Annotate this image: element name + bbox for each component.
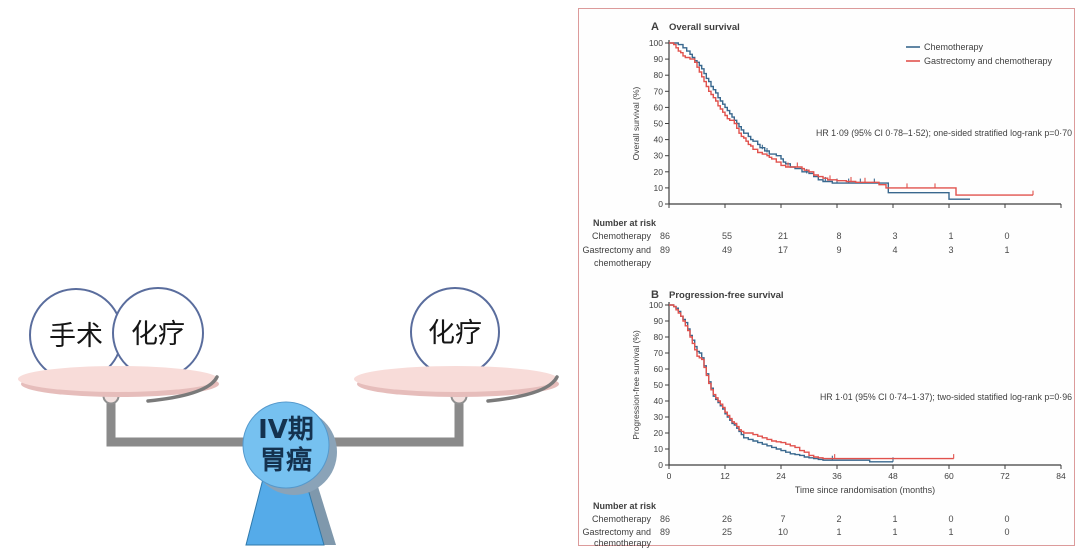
- y-tick-label: 40: [654, 396, 664, 406]
- legend-label: Gastrectomy and chemotherapy: [924, 56, 1053, 66]
- y-tick-label: 0: [658, 199, 663, 209]
- risk-value: 1: [836, 527, 841, 537]
- hr-annotation: HR 1·01 (95% CI 0·74–1·37); two-sided st…: [820, 392, 1072, 402]
- x-tick-label: 72: [1000, 471, 1010, 481]
- risk-value: 2: [836, 514, 841, 524]
- risk-value: 1: [948, 527, 953, 537]
- risk-row-label: Gastrectomy and: [582, 527, 651, 537]
- balance-illustration: 手术 化疗 化疗 IV期 胃癌: [18, 287, 559, 546]
- panel-title: Progression-free survival: [669, 290, 784, 301]
- y-tick-label: 80: [654, 332, 664, 342]
- y-tick-label: 60: [654, 364, 664, 374]
- y-axis-title: Progression-free survival (%): [631, 330, 641, 440]
- risk-row-label: Chemotherapy: [592, 514, 652, 524]
- y-tick-label: 90: [654, 54, 664, 64]
- y-tick-label: 30: [654, 151, 664, 161]
- x-tick-label: 24: [776, 471, 786, 481]
- x-axis-title: Time since randomisation (months): [795, 485, 935, 495]
- x-tick-label: 60: [944, 471, 954, 481]
- risk-value: 0: [948, 514, 953, 524]
- km-curve: [669, 42, 970, 200]
- risk-value: 10: [778, 527, 788, 537]
- risk-value: 89: [660, 245, 670, 255]
- y-tick-label: 50: [654, 380, 664, 390]
- chemo-left-label: 化疗: [131, 319, 185, 350]
- risk-value: 0: [1004, 514, 1009, 524]
- y-tick-label: 30: [654, 412, 664, 422]
- risk-value: 26: [722, 514, 732, 524]
- risk-value: 9: [836, 245, 841, 255]
- x-tick-label: 36: [832, 471, 842, 481]
- number-at-risk-header: Number at risk: [593, 218, 657, 228]
- km-curve: [669, 42, 1033, 196]
- left-pan: [18, 366, 218, 392]
- km-figure: A Overall survival 0 10 20 30 40 50 60 70 80 90 100 O…: [578, 8, 1075, 548]
- risk-value: 86: [660, 231, 670, 241]
- surgery-label: 手术: [49, 321, 103, 352]
- fulcrum-label-line2: 胃癌: [260, 445, 312, 476]
- risk-value: 3: [948, 245, 953, 255]
- risk-value: 86: [660, 514, 670, 524]
- number-at-risk-header: Number at risk: [593, 501, 657, 511]
- fulcrum-circle: [242, 401, 330, 489]
- y-tick-label: 60: [654, 102, 664, 112]
- left-pan-rim: [146, 375, 219, 403]
- legend-label: Chemotherapy: [924, 42, 984, 52]
- risk-row-label: chemotherapy: [594, 258, 652, 268]
- risk-value: 55: [722, 231, 732, 241]
- risk-value: 21: [778, 231, 788, 241]
- y-tick-label: 100: [649, 38, 663, 48]
- y-tick-label: 40: [654, 135, 664, 145]
- y-tick-label: 20: [654, 428, 664, 438]
- right-pan-rim: [486, 375, 559, 403]
- risk-value: 17: [778, 245, 788, 255]
- risk-value: 49: [722, 245, 732, 255]
- y-tick-label: 0: [658, 460, 663, 470]
- risk-value: 0: [1004, 231, 1009, 241]
- risk-value: 3: [892, 231, 897, 241]
- km-curve: [669, 304, 893, 463]
- risk-value: 1: [892, 527, 897, 537]
- risk-value: 1: [948, 231, 953, 241]
- x-tick-label: 48: [888, 471, 898, 481]
- risk-value: 0: [1004, 527, 1009, 537]
- y-tick-label: 100: [649, 300, 663, 310]
- chemo-right-label: 化疗: [428, 318, 482, 349]
- panel-a-overall-survival: A Overall survival0102030405060708090100O…: [582, 21, 1072, 268]
- panel-b-progression-free-survival: B Progression-free survival01020304050607…: [582, 289, 1072, 548]
- x-tick-label: 84: [1056, 471, 1066, 481]
- fulcrum-label-line1: IV期: [258, 415, 314, 445]
- y-tick-label: 80: [654, 70, 664, 80]
- panel-letter: B: [651, 289, 659, 301]
- risk-value: 25: [722, 527, 732, 537]
- y-tick-label: 10: [654, 444, 664, 454]
- risk-value: 7: [780, 514, 785, 524]
- risk-value: 1: [892, 514, 897, 524]
- panel-letter: A: [651, 21, 659, 33]
- y-tick-label: 70: [654, 86, 664, 96]
- panel-title: Overall survival: [669, 22, 740, 33]
- y-axis-title: Overall survival (%): [631, 86, 641, 160]
- y-tick-label: 50: [654, 119, 664, 129]
- risk-row-label: chemotherapy: [594, 538, 652, 548]
- risk-value: 89: [660, 527, 670, 537]
- km-curve: [669, 304, 954, 460]
- risk-row-label: Gastrectomy and: [582, 245, 651, 255]
- risk-value: 4: [892, 245, 897, 255]
- y-tick-label: 90: [654, 316, 664, 326]
- risk-value: 8: [836, 231, 841, 241]
- right-pan: [354, 366, 558, 392]
- risk-value: 1: [1004, 245, 1009, 255]
- hr-annotation: HR 1·09 (95% CI 0·78–1·52); one-sided st…: [816, 128, 1072, 138]
- y-tick-label: 20: [654, 167, 664, 177]
- y-tick-label: 10: [654, 183, 664, 193]
- risk-row-label: Chemotherapy: [592, 231, 652, 241]
- x-tick-label: 0: [667, 471, 672, 481]
- y-tick-label: 70: [654, 348, 664, 358]
- x-tick-label: 12: [720, 471, 730, 481]
